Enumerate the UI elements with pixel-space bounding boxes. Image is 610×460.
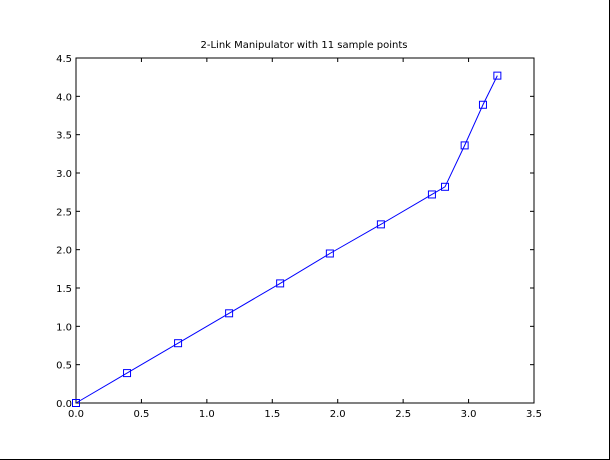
data-point-marker — [427, 190, 436, 199]
series-layer — [72, 71, 502, 407]
chart-title: 2-Link Manipulator with 11 sample points — [201, 40, 408, 51]
x-tick-label: 0.5 — [133, 409, 149, 420]
axes-frame — [75, 57, 535, 404]
data-point-marker — [441, 182, 450, 191]
x-tick-label: 3.5 — [526, 409, 542, 420]
data-point-marker — [174, 339, 183, 348]
series-line — [75, 75, 498, 404]
x-tick-label: 0.0 — [68, 409, 84, 420]
data-point-marker — [123, 369, 132, 378]
y-tick-label: 4.5 — [56, 54, 72, 65]
y-tick-label: 3.0 — [56, 169, 72, 180]
y-tick-label: 3.5 — [56, 131, 72, 142]
x-tick-label: 2.5 — [395, 409, 411, 420]
data-point-marker — [376, 220, 385, 229]
y-tick-label: 1.5 — [56, 284, 72, 295]
x-tick-label: 1.0 — [199, 409, 215, 420]
data-point-marker — [478, 100, 487, 109]
data-point-marker — [225, 309, 234, 318]
data-point-marker — [460, 141, 469, 150]
y-tick-label: 0.5 — [56, 361, 72, 372]
y-tick-label: 1.0 — [56, 322, 72, 333]
x-tick-label: 3.0 — [461, 409, 477, 420]
x-tick-label: 2.0 — [330, 409, 346, 420]
y-tick-label: 2.5 — [56, 207, 72, 218]
y-tick-label: 4.0 — [56, 92, 72, 103]
data-point-marker — [72, 399, 80, 407]
y-tick-label: 0.0 — [56, 399, 72, 410]
x-tick-label: 1.5 — [264, 409, 280, 420]
data-point-marker — [276, 279, 285, 288]
ticks-group: 0.0 0.5 1.0 1.5 2.0 2.5 3.0 3.5 0.0 0.5 1.0 1.5 2.0 2… — [56, 54, 542, 420]
data-point-marker — [325, 249, 334, 258]
data-point-marker — [493, 71, 502, 80]
y-tick-label: 2.0 — [56, 246, 72, 257]
